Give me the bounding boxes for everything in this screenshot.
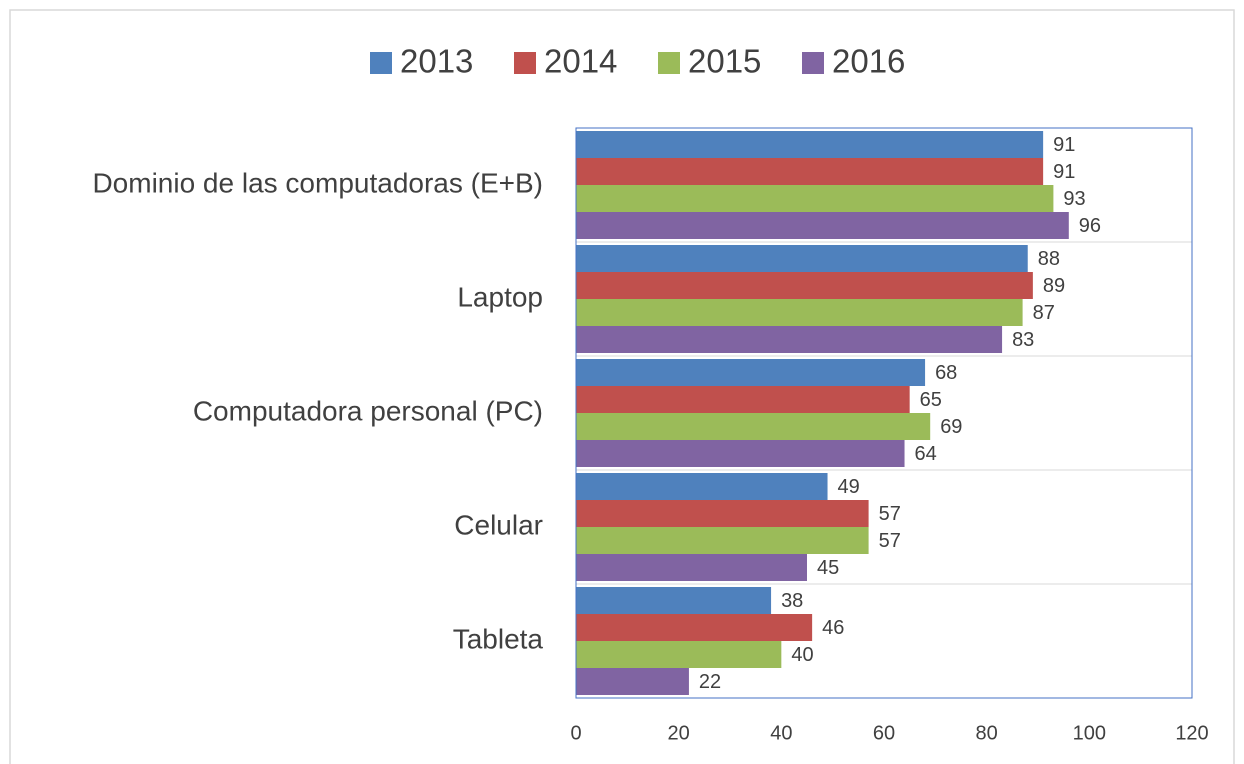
bar	[576, 326, 1003, 353]
legend-swatch	[370, 52, 392, 74]
y-tick-label: Dominio de las computadoras (E+B)	[92, 167, 543, 198]
legend-swatch	[514, 52, 536, 74]
y-tick-label: Celular	[454, 509, 543, 540]
bar	[576, 185, 1054, 212]
bar	[576, 473, 828, 500]
value-label: 49	[838, 476, 860, 498]
legend-swatch	[802, 52, 824, 74]
value-label: 22	[699, 671, 721, 693]
value-label: 45	[817, 557, 839, 579]
value-label: 87	[1033, 302, 1055, 324]
y-tick-label: Laptop	[457, 281, 543, 312]
value-label: 91	[1053, 161, 1075, 183]
x-tick-label: 0	[570, 722, 581, 744]
bar	[576, 614, 813, 641]
plot-border	[575, 127, 1193, 699]
bar	[576, 440, 905, 467]
legend-label: 2016	[832, 43, 905, 80]
y-tick-label: Computadora personal (PC)	[193, 395, 543, 426]
bar	[576, 131, 1044, 158]
value-label: 65	[920, 389, 942, 411]
value-label: 96	[1079, 215, 1101, 237]
bar	[576, 158, 1044, 185]
value-label: 46	[822, 617, 844, 639]
value-label: 57	[879, 530, 901, 552]
x-tick-label: 20	[668, 722, 690, 744]
bar	[576, 212, 1069, 239]
bar	[576, 386, 910, 413]
legend-label: 2013	[400, 43, 473, 80]
value-label: 91	[1053, 134, 1075, 156]
value-label: 38	[781, 590, 803, 612]
bar	[576, 668, 689, 695]
bar	[576, 500, 869, 527]
bar	[576, 359, 926, 386]
value-label: 69	[940, 416, 962, 438]
bar	[576, 587, 772, 614]
bar	[576, 413, 931, 440]
legend-swatch	[658, 52, 680, 74]
x-tick-label: 40	[770, 722, 792, 744]
x-tick-label: 60	[873, 722, 895, 744]
bar	[576, 641, 782, 668]
value-label: 40	[791, 644, 813, 666]
bar	[576, 554, 807, 581]
value-label: 93	[1063, 188, 1085, 210]
x-tick-label: 80	[976, 722, 998, 744]
value-label: 57	[879, 503, 901, 525]
x-tick-label: 120	[1175, 722, 1208, 744]
x-tick-label: 100	[1073, 722, 1106, 744]
bar	[576, 272, 1033, 299]
bar	[576, 299, 1023, 326]
bar	[576, 527, 869, 554]
legend-label: 2014	[544, 43, 617, 80]
y-tick-label: Tableta	[453, 623, 544, 654]
bar	[576, 245, 1028, 272]
value-label: 89	[1043, 275, 1065, 297]
value-label: 88	[1038, 248, 1060, 270]
value-label: 83	[1012, 329, 1034, 351]
legend-label: 2015	[688, 43, 761, 80]
value-label: 64	[915, 443, 937, 465]
value-label: 68	[935, 362, 957, 384]
